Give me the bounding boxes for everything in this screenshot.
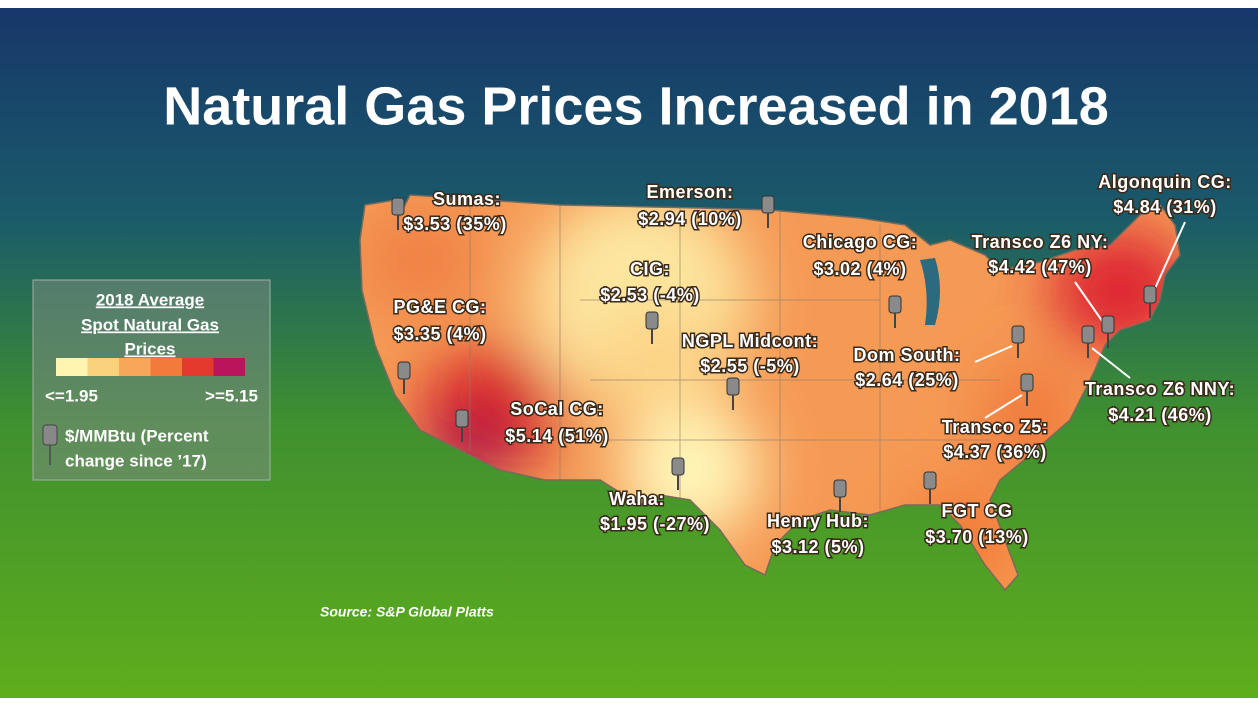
hub-labels: Sumas: $3.53 (35%) Emerson: $2.94 (10%) Algo… [392, 170, 1236, 558]
pin-head [1101, 315, 1115, 334]
pin-head [671, 457, 685, 476]
hub-name: NGPL Midcont: [682, 331, 818, 351]
hub-name: Dom South: [854, 345, 961, 365]
hub-price: $2.64 (25%) [855, 370, 959, 390]
legend-max: >=5.15 [205, 386, 258, 405]
pin-head [391, 197, 405, 216]
hub-price: $1.95 (-27%) [600, 514, 710, 534]
pin [397, 361, 411, 394]
hub-price: $3.02 (4%) [813, 259, 906, 279]
hub-name: CIG: [630, 259, 670, 279]
hub-price: $5.14 (51%) [505, 426, 609, 446]
hub-price: $4.37 (36%) [943, 442, 1047, 462]
title: Natural Gas Prices Increased in 2018 [163, 76, 1109, 136]
legend-box [32, 279, 271, 481]
pin-head [455, 409, 469, 428]
legend-title: Prices [124, 339, 175, 358]
source: Source: S&P Global Platts [320, 604, 494, 620]
hub-price: $3.53 (35%) [403, 214, 507, 234]
legend-title: Spot Natural Gas [81, 315, 219, 334]
pin [645, 311, 659, 344]
pin [1143, 285, 1157, 318]
pin [1081, 325, 1095, 358]
hub-name: Chicago CG: [803, 232, 918, 252]
pin-head [761, 195, 775, 214]
pin [923, 471, 937, 504]
hub-name: PG&E CG: [393, 297, 486, 317]
hub-name: Sumas: [433, 189, 501, 209]
hub-name: Transco Z6 NY: [972, 232, 1109, 252]
pin [833, 479, 847, 512]
legend-swatch [213, 358, 245, 376]
hub-name: FGT CG [942, 501, 1013, 521]
pin [391, 197, 405, 230]
pin-head [1011, 325, 1025, 344]
legend-swatch [150, 358, 182, 376]
hub-price: $2.53 (-4%) [600, 285, 700, 305]
hub-price: $2.55 (-5%) [700, 356, 800, 376]
pin-head [1020, 373, 1034, 392]
pin-head [888, 295, 902, 314]
pin-head [1143, 285, 1157, 304]
pin [761, 195, 775, 228]
pin [726, 377, 740, 410]
pin [671, 457, 685, 490]
hub-name: SoCal CG: [510, 399, 604, 419]
hub-price: $3.35 (4%) [393, 324, 486, 344]
legend-swatches [56, 358, 245, 376]
legend-title: 2018 Average [96, 290, 204, 309]
legend-swatch [182, 358, 214, 376]
hub-name: Transco Z5: [942, 417, 1049, 437]
legend-swatch [56, 358, 88, 376]
legend-pin [42, 424, 58, 465]
legend-pin-text: change since ’17) [65, 451, 207, 470]
hub-name: Emerson: [646, 182, 733, 202]
pin [1020, 373, 1034, 406]
legend-min: <=1.95 [45, 386, 98, 405]
hub-price: $3.70 (13%) [925, 527, 1029, 547]
hub-name: Transco Z6 NNY: [1085, 379, 1235, 399]
hub-name: Waha: [609, 489, 665, 509]
hub-name: Algonquin CG: [1098, 172, 1231, 192]
pins [391, 195, 1157, 512]
pin [455, 409, 469, 442]
legend: 2018 Average Spot Natural Gas Prices <=1… [32, 279, 271, 481]
hub-name: Henry Hub: [767, 511, 869, 531]
pin-head [726, 377, 740, 396]
legend-swatch [87, 358, 119, 376]
pin-head [1081, 325, 1095, 344]
legend-pin-text: $/MMBtu (Percent [65, 426, 209, 445]
hub-price: $4.21 (46%) [1108, 405, 1212, 425]
pin [888, 295, 902, 328]
pin [1011, 325, 1025, 358]
pin [1101, 315, 1115, 348]
callout-lines [974, 221, 1186, 419]
pin-head [645, 311, 659, 330]
pin-head [833, 479, 847, 498]
hub-price: $2.94 (10%) [638, 209, 742, 229]
pin-head [923, 471, 937, 490]
pin-head [397, 361, 411, 380]
hub-price: $4.84 (31%) [1113, 197, 1217, 217]
hub-price: $4.42 (47%) [988, 257, 1092, 277]
legend-swatch [119, 358, 151, 376]
hub-price: $3.12 (5%) [771, 537, 864, 557]
